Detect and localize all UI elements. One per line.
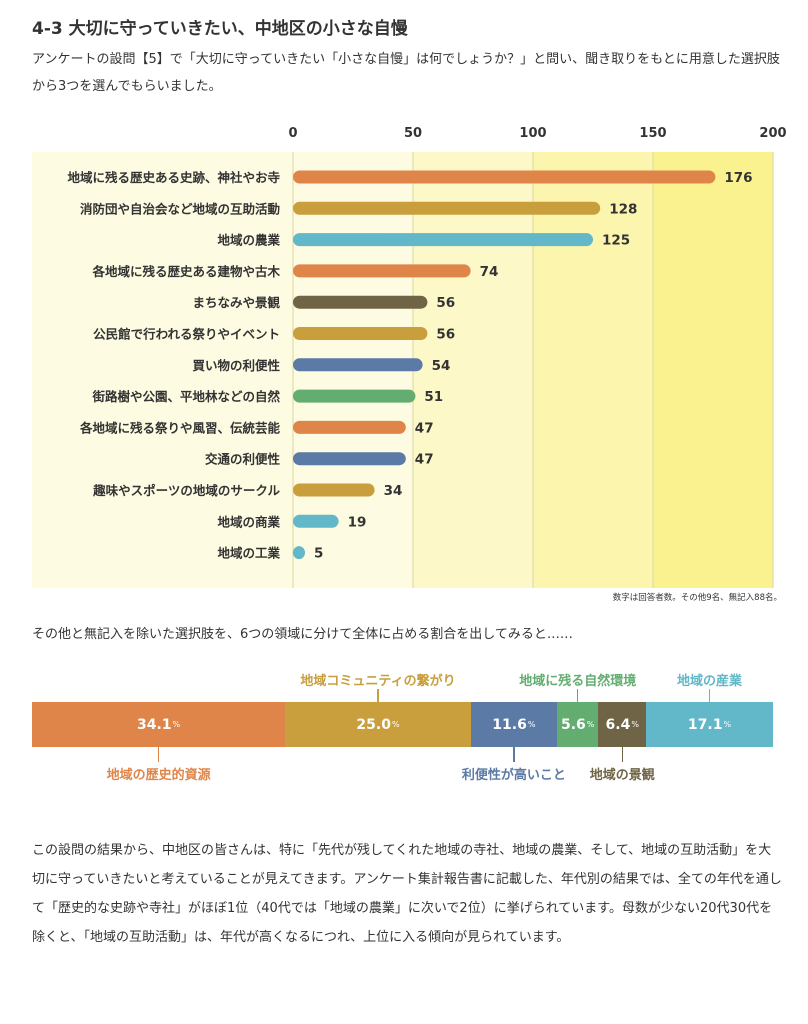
stack-segment: 34.1% [32, 702, 286, 747]
bar [293, 233, 593, 247]
tick-label: 200 [759, 126, 786, 141]
bar [293, 201, 601, 215]
segment-leader-line [157, 747, 160, 762]
value-label: 54 [432, 358, 451, 374]
category-label: 各地域に残る祭りや風習、伝統芸能 [79, 420, 281, 435]
value-label: 74 [480, 264, 499, 280]
bar [293, 483, 375, 497]
value-label: 128 [609, 201, 637, 217]
bar [293, 327, 428, 340]
segment-value: 11.6 [492, 716, 527, 733]
bar [293, 295, 428, 309]
segment-value: 5.6 [560, 716, 586, 733]
segment-unit: % [391, 720, 400, 729]
category-label: まちなみや景観 [192, 295, 280, 310]
segment-label: 地域の産業 [677, 674, 743, 689]
segment-unit: % [172, 720, 181, 729]
segment-leader-line [377, 689, 379, 702]
bar [293, 420, 406, 434]
chart-footnote: 数字は回答者数。その他9名、無記入88名。 [612, 593, 782, 603]
value-label: 5 [314, 546, 323, 562]
value-label: 176 [724, 170, 752, 186]
tick-label: 50 [404, 126, 422, 141]
segment-label: 地域に残る自然環境 [519, 674, 637, 689]
conclusion-text: この設問の結果から、中地区の皆さんは、特に「先代が残してくれた地域の寺社、地域の… [32, 843, 782, 945]
category-label: 各地域に残る歴史ある建物や古木 [91, 264, 280, 279]
value-label: 56 [436, 295, 455, 311]
value-label: 56 [436, 327, 455, 343]
stack-segment: 11.6% [470, 702, 557, 747]
category-label: 買い物の利便性 [192, 358, 280, 373]
stack-segment: 17.1% [646, 702, 773, 747]
band [533, 152, 653, 588]
segment-value: 17.1 [687, 716, 723, 733]
segment-leader-line [513, 747, 515, 762]
bar [293, 358, 423, 372]
bar [293, 514, 339, 528]
category-label: 交通の利便性 [205, 452, 281, 467]
value-label: 34 [384, 483, 403, 499]
stack-segment: 25.0% [285, 702, 471, 747]
tick-label: 100 [519, 126, 546, 141]
tick-label: 150 [639, 126, 666, 141]
stack-lead-text: その他と無記入を除いた選択肢を、6つの領域に分けて全体に占める割合を出してみると… [32, 627, 573, 642]
segment-label: 地域の歴史的資源 [106, 768, 211, 783]
category-label: 趣味やスポーツの地域のサークル [92, 483, 280, 498]
category-label: 地域の商業 [217, 514, 280, 529]
segment-unit: % [723, 720, 732, 729]
category-label: 公民館で行われる祭りやイベント [93, 327, 280, 342]
value-label: 51 [424, 389, 443, 405]
category-label: 消防団や自治会など地域の互助活動 [80, 201, 280, 216]
segment-label: 地域の景観 [589, 768, 655, 783]
category-label: 地域の農業 [217, 233, 280, 248]
section-title: 4-3 大切に守っていきたい、中地区の小さな自慢 [32, 19, 408, 39]
segment-unit: % [586, 720, 595, 729]
category-label: 地域に残る歴史ある史跡、神社やお寺 [67, 170, 280, 185]
value-label: 47 [415, 452, 434, 468]
value-label: 19 [348, 514, 367, 530]
band [413, 152, 533, 588]
segment-unit: % [631, 720, 639, 729]
band [653, 152, 773, 588]
stack-segment: 5.6% [556, 702, 599, 747]
bar [293, 452, 406, 466]
bar-chart: 0 50 100 150 200 地域に残る歴史ある史跡、神社やお寺 176 消防団や自治会な… [32, 126, 787, 588]
segment-leader-line [576, 689, 579, 702]
segment-value: 6.4 [605, 716, 631, 733]
segment-label: 利便性が高いこと [461, 768, 566, 783]
bar [293, 546, 305, 560]
stacked-bar: 34.1% 25.0% 11.6% 5.6% 6.4% 17.1% [32, 702, 773, 747]
label-panel [32, 152, 293, 588]
category-label: 地域の工業 [217, 546, 280, 561]
segment-leader-line [621, 747, 624, 762]
stack-segment: 6.4% [598, 702, 646, 747]
segment-label: 地域コミュニティの繋がり [300, 674, 456, 689]
segment-unit: % [527, 720, 536, 729]
tick-label: 0 [288, 126, 297, 141]
segment-value: 34.1 [137, 716, 172, 733]
value-label: 125 [602, 233, 630, 249]
bar [293, 389, 416, 403]
segment-leader-line [708, 689, 711, 702]
category-label: 街路樹や公園、平地林などの自然 [91, 389, 280, 404]
value-label: 47 [415, 420, 434, 436]
segment-value: 25.0 [356, 716, 391, 733]
bar [293, 264, 471, 278]
bar [293, 170, 716, 184]
intro-text: アンケートの設問【5】で「大切に守っていきたい「小さな自慢」は何でしょうか？」と… [32, 52, 780, 94]
